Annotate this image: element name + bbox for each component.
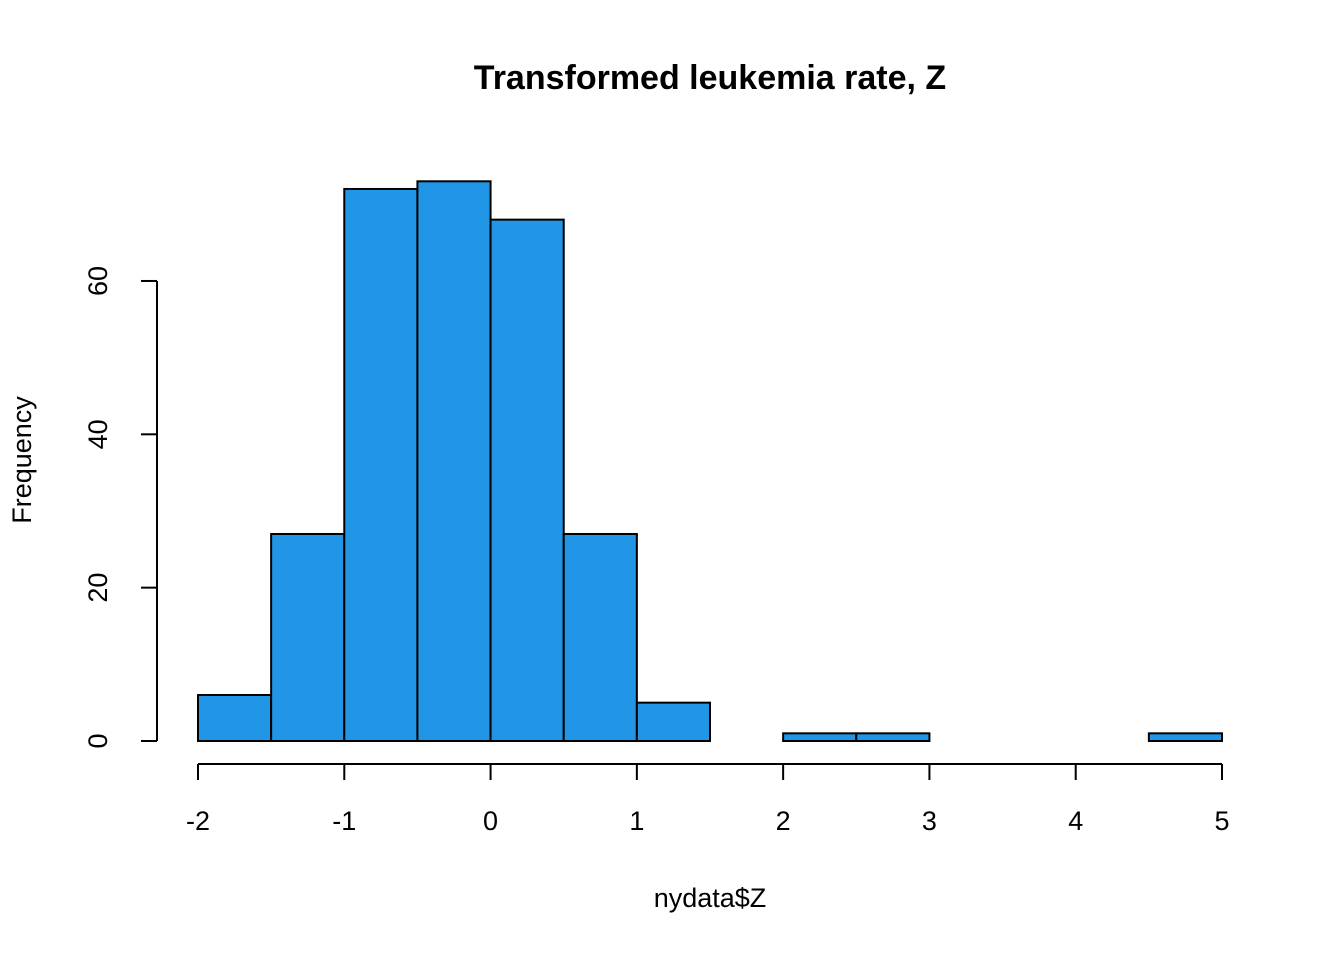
x-tick-label: 2	[776, 806, 791, 836]
bar	[635, 701, 711, 742]
x-tick-label: -2	[186, 806, 210, 836]
chart-title: Transformed leukemia rate, Z	[474, 59, 946, 97]
x-tick-label: 3	[922, 806, 937, 836]
y-tick-label: 20	[83, 573, 113, 603]
bar	[562, 532, 638, 742]
bar	[343, 187, 419, 743]
x-tick-label: 1	[629, 806, 644, 836]
x-tick-label: 5	[1214, 806, 1229, 836]
y-tick-label: 60	[83, 266, 113, 296]
y-tick-label: 40	[83, 419, 113, 449]
x-tick-label: 4	[1068, 806, 1083, 836]
y-tick-label: 0	[83, 733, 113, 748]
x-axis-label: nydata$Z	[654, 883, 767, 913]
x-tick-label: 0	[483, 806, 498, 836]
bar	[197, 693, 273, 742]
bar	[416, 180, 492, 743]
bar	[1147, 732, 1224, 743]
x-tick-label: -1	[332, 806, 356, 836]
bar	[270, 532, 346, 742]
bar	[855, 732, 931, 743]
y-axis-label: Frequency	[7, 396, 37, 524]
bar	[489, 218, 565, 742]
bar	[782, 732, 858, 743]
